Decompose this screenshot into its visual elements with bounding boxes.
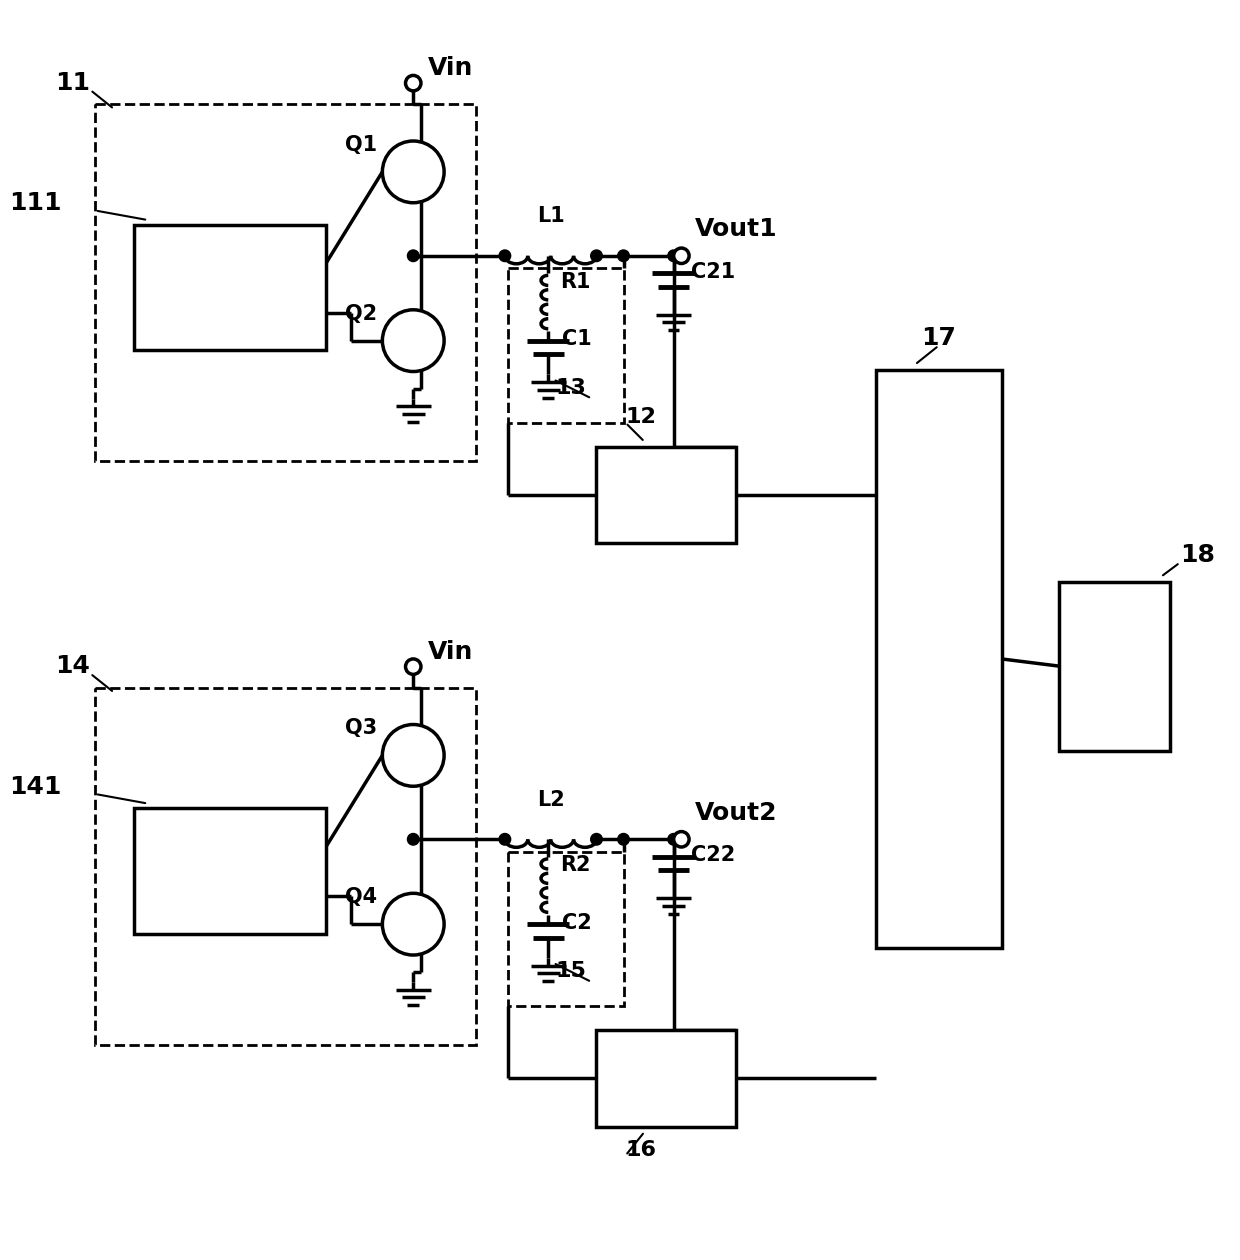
Text: 第一PWM: 第一PWM xyxy=(188,843,272,862)
Text: Vin: Vin xyxy=(428,640,474,664)
Text: 样单元: 样单元 xyxy=(647,1082,686,1102)
Text: R1: R1 xyxy=(559,272,590,291)
Text: 15: 15 xyxy=(556,961,587,982)
Text: 14: 14 xyxy=(56,654,91,678)
Text: 16: 16 xyxy=(625,1139,656,1159)
Text: C2: C2 xyxy=(562,914,591,932)
Text: C21: C21 xyxy=(691,262,735,282)
Text: R2: R2 xyxy=(559,856,590,876)
Circle shape xyxy=(498,249,511,262)
Circle shape xyxy=(405,76,420,91)
Circle shape xyxy=(668,249,680,262)
Text: 12: 12 xyxy=(625,407,656,427)
Bar xyxy=(596,1031,737,1126)
Circle shape xyxy=(618,249,629,262)
Text: Q3: Q3 xyxy=(346,718,377,738)
Text: 驱动单元: 驱动单元 xyxy=(205,879,255,900)
Bar xyxy=(134,809,326,934)
Bar xyxy=(507,852,624,1007)
Text: 17: 17 xyxy=(921,326,956,350)
Circle shape xyxy=(590,249,603,262)
Circle shape xyxy=(408,834,419,845)
Text: Vin: Vin xyxy=(428,57,474,81)
Circle shape xyxy=(590,834,603,845)
Bar xyxy=(1059,582,1171,751)
Text: L2: L2 xyxy=(537,790,564,809)
Circle shape xyxy=(673,248,689,263)
Text: L1: L1 xyxy=(537,207,564,226)
Bar xyxy=(596,447,737,543)
Text: Vout2: Vout2 xyxy=(694,801,777,825)
Circle shape xyxy=(408,249,419,262)
Text: 电压采: 电压采 xyxy=(647,470,686,490)
Text: Q1: Q1 xyxy=(346,135,377,155)
Text: Q4: Q4 xyxy=(346,887,377,907)
Text: 141: 141 xyxy=(9,775,61,799)
Circle shape xyxy=(405,659,420,674)
Text: 样单元: 样单元 xyxy=(647,499,686,519)
Bar xyxy=(877,369,1002,949)
Text: 驱动单元: 驱动单元 xyxy=(205,296,255,316)
Circle shape xyxy=(382,893,444,955)
Text: C1: C1 xyxy=(562,329,591,349)
Circle shape xyxy=(382,141,444,203)
Text: 第一PWM: 第一PWM xyxy=(188,258,272,278)
Text: Vout1: Vout1 xyxy=(694,217,777,242)
Text: 111: 111 xyxy=(9,192,61,215)
Text: C22: C22 xyxy=(691,845,735,866)
Text: 18: 18 xyxy=(1180,543,1215,567)
Bar xyxy=(507,268,624,422)
Text: 13: 13 xyxy=(556,378,587,398)
Text: 电压采: 电压采 xyxy=(647,1055,686,1074)
Circle shape xyxy=(618,834,629,845)
Text: Q2: Q2 xyxy=(346,304,377,324)
Bar xyxy=(95,688,476,1045)
Bar xyxy=(134,226,326,350)
Circle shape xyxy=(673,832,689,847)
Circle shape xyxy=(668,834,680,845)
Circle shape xyxy=(382,724,444,786)
Circle shape xyxy=(382,310,444,372)
Text: 11: 11 xyxy=(55,71,91,94)
Bar xyxy=(95,105,476,461)
Circle shape xyxy=(498,834,511,845)
